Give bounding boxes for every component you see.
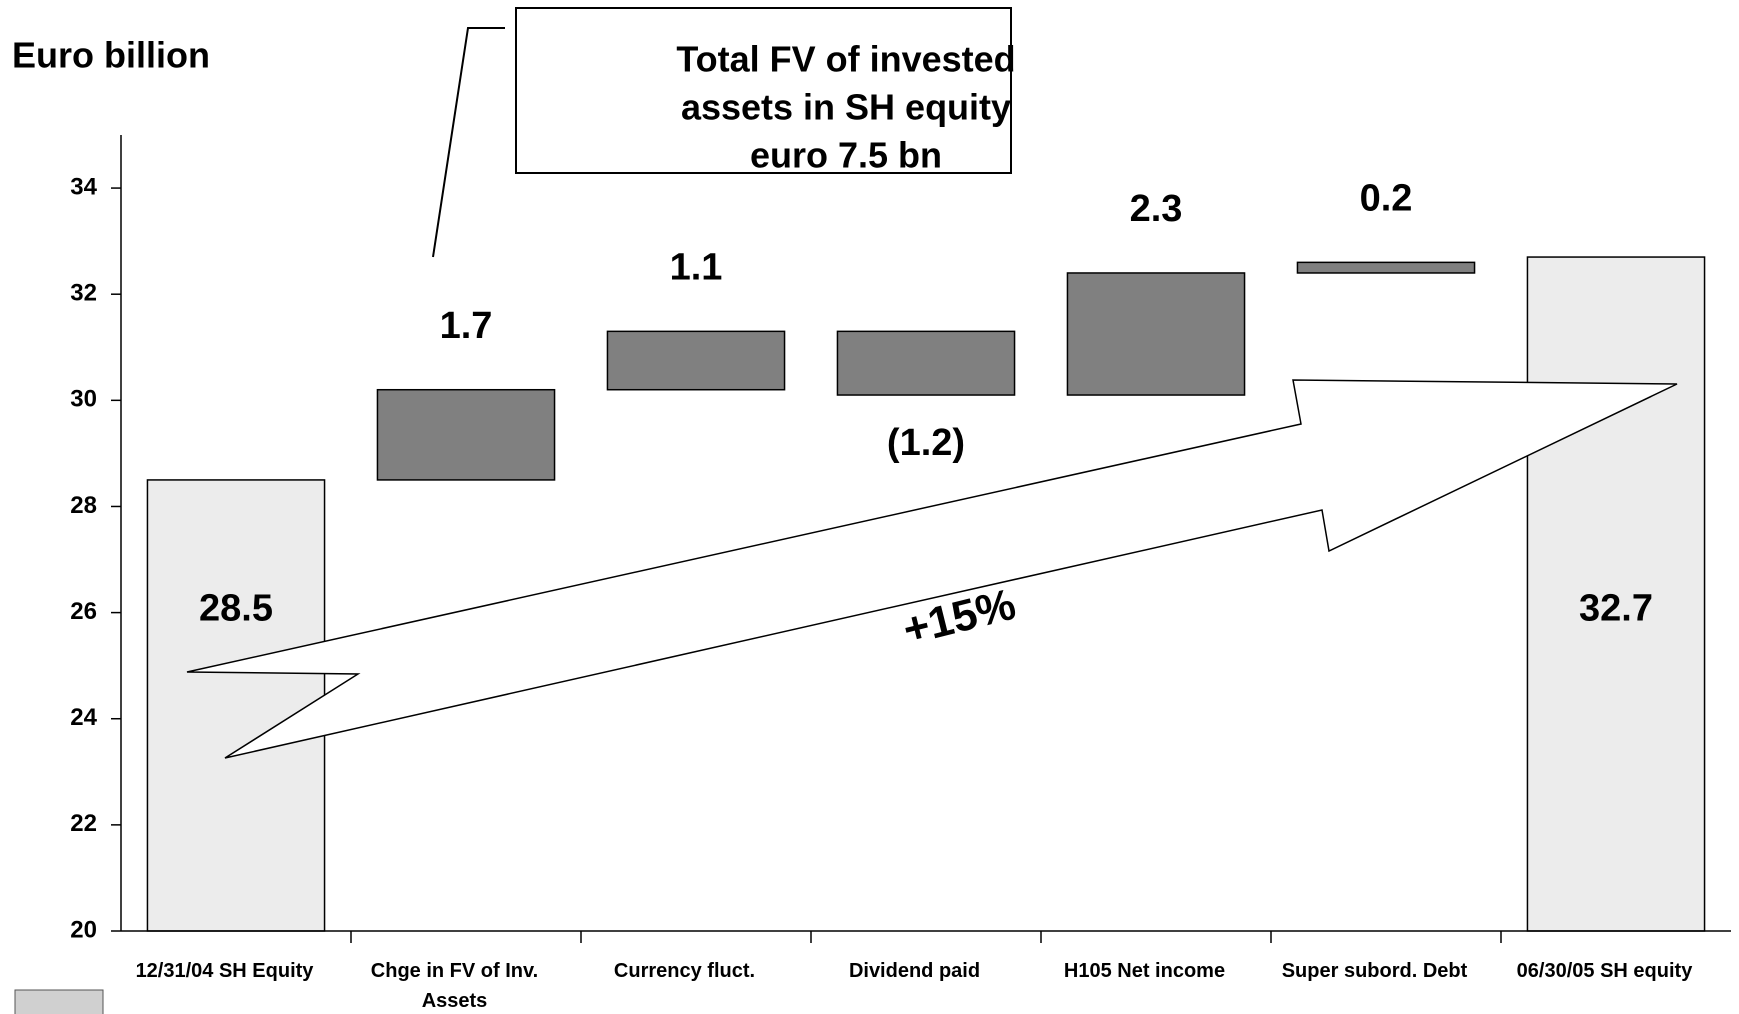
- y-tick-label: 22: [70, 810, 97, 837]
- y-tick-label: 30: [70, 386, 97, 413]
- value-label: (1.2): [887, 422, 965, 464]
- y-tick-label: 32: [70, 280, 97, 307]
- delta-bar: [606, 330, 786, 391]
- total-bar: [146, 479, 326, 932]
- y-tick-label: 26: [70, 598, 97, 625]
- value-label: 1.7: [440, 305, 493, 347]
- callout-leader: [432, 27, 505, 258]
- value-label: 32.7: [1579, 588, 1653, 630]
- x-tick-label: 06/30/05 SH equity: [1516, 960, 1693, 982]
- x-tick-label: 12/31/04 SH Equity: [135, 960, 314, 982]
- x-tick-label: Dividend paid: [848, 960, 981, 982]
- value-label: 1.1: [670, 246, 723, 288]
- y-axis-label: Euro billion: [12, 35, 210, 76]
- growth-arrow: [186, 379, 1678, 759]
- callout-text: Total FV of invested: [676, 39, 1015, 80]
- value-label: 28.5: [199, 588, 273, 630]
- x-tick-label: Chge in FV of Inv. Assets: [370, 960, 539, 1012]
- delta-bar: [1296, 261, 1476, 274]
- y-tick-label: 34: [70, 173, 97, 200]
- x-tick-label: Super subord. Debt: [1281, 960, 1468, 982]
- x-tick-label: H105 Net income: [1063, 960, 1226, 982]
- y-tick-label: 20: [70, 916, 97, 943]
- delta-bar: [376, 388, 556, 481]
- value-label: 2.3: [1130, 188, 1183, 230]
- value-label: 0.2: [1360, 177, 1413, 219]
- callout-box: [515, 7, 1012, 174]
- x-tick-label: Currency fluct.: [613, 960, 756, 982]
- legend-swatch: [14, 989, 104, 1014]
- callout-text: assets in SH equity: [681, 87, 1011, 128]
- total-bar: [1526, 256, 1706, 932]
- delta-bar: [1066, 272, 1246, 396]
- delta-bar: [836, 330, 1016, 396]
- y-tick-label: 24: [70, 704, 97, 731]
- callout-text: euro 7.5 bn: [750, 135, 942, 176]
- y-tick-label: 28: [70, 492, 97, 519]
